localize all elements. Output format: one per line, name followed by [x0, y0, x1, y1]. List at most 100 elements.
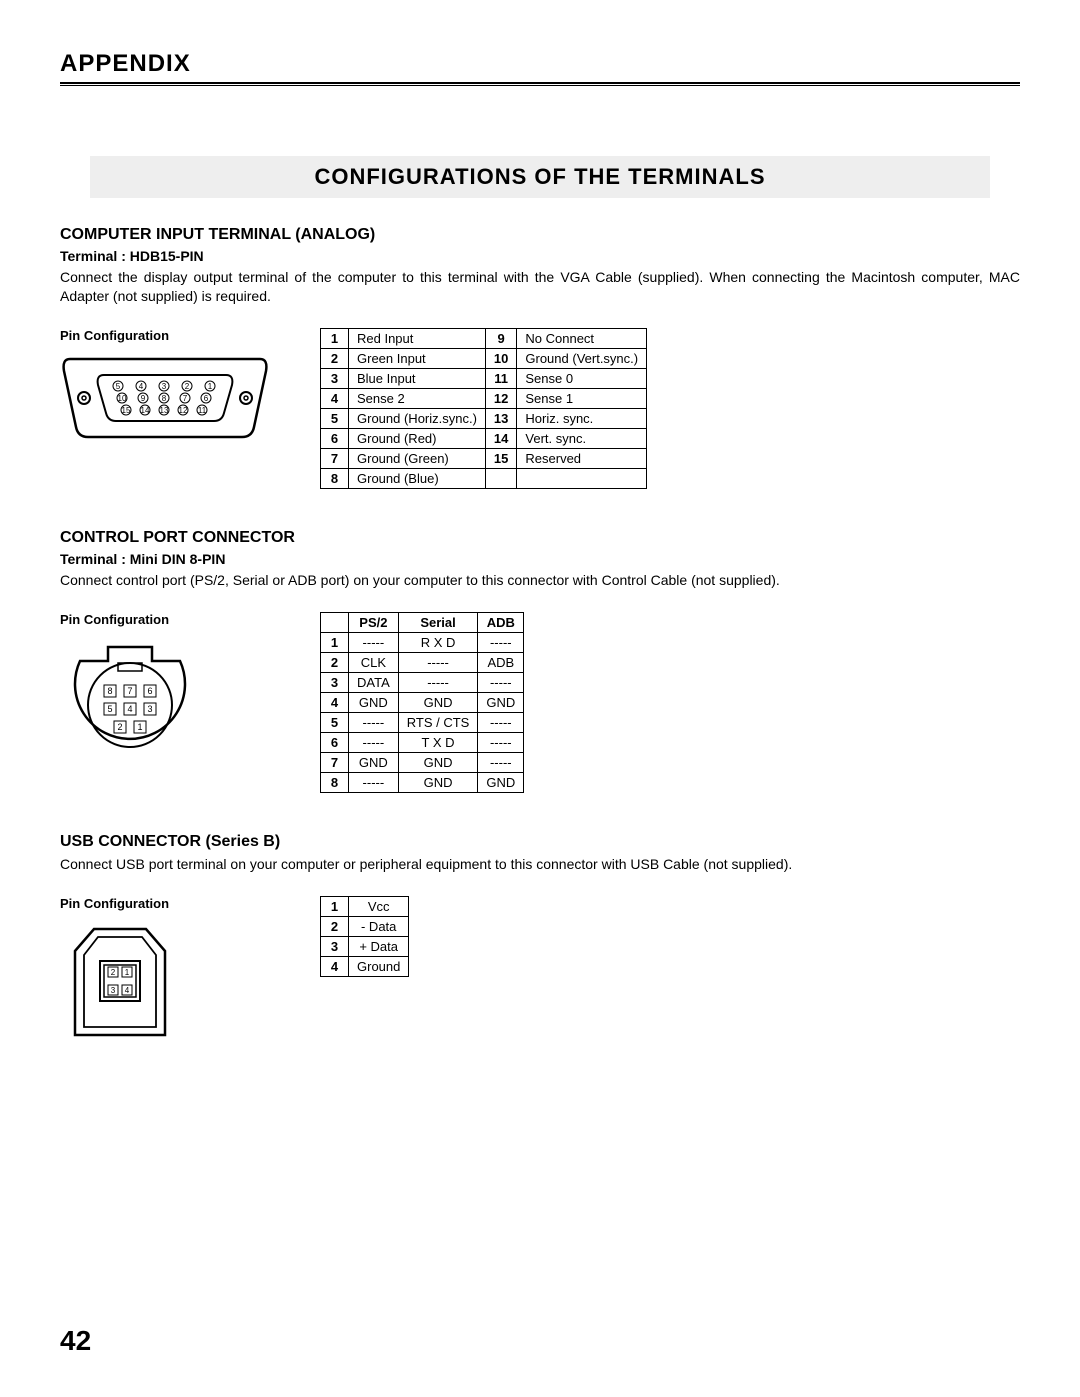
s1-pinlabel: Pin Configuration — [60, 328, 270, 343]
table-cell: 15 — [485, 448, 516, 468]
svg-text:4: 4 — [139, 382, 144, 391]
table-cell: Ground (Horiz.sync.) — [349, 408, 486, 428]
table-cell: GND — [398, 772, 478, 792]
table-header: PS/2 — [349, 612, 399, 632]
svg-text:3: 3 — [147, 704, 152, 714]
table-cell: 1 — [321, 328, 349, 348]
table-cell: Sense 0 — [517, 368, 647, 388]
table-cell: 3 — [321, 672, 349, 692]
s1-terminal: Terminal : HDB15-PIN — [60, 248, 1020, 264]
s1-diagram-col: Pin Configuration 5 4 3 2 1 10 9 8 7 6 1… — [60, 328, 270, 447]
svg-text:13: 13 — [160, 406, 169, 415]
svg-text:8: 8 — [162, 394, 167, 403]
table-cell: ----- — [478, 632, 524, 652]
table-cell: Vcc — [349, 896, 409, 916]
table-cell: 8 — [321, 468, 349, 488]
table-cell: R X D — [398, 632, 478, 652]
table-cell: Horiz. sync. — [517, 408, 647, 428]
s1-pin-table: 1Red Input9No Connect2Green Input10Groun… — [320, 328, 647, 489]
s2-config-row: Pin Configuration 8 7 6 5 4 3 2 1 PS/2Se… — [60, 612, 1020, 793]
table-cell: ----- — [349, 632, 399, 652]
section-title: CONFIGURATIONS OF THE TERMINALS — [90, 156, 990, 198]
table-cell: T X D — [398, 732, 478, 752]
table-cell — [517, 468, 647, 488]
s3-pinlabel: Pin Configuration — [60, 896, 270, 911]
table-cell: ----- — [478, 732, 524, 752]
table-cell: 6 — [321, 428, 349, 448]
table-cell: No Connect — [517, 328, 647, 348]
table-cell: 10 — [485, 348, 516, 368]
table-cell: Blue Input — [349, 368, 486, 388]
s2-desc: Connect control port (PS/2, Serial or AD… — [60, 571, 1020, 590]
svg-text:3: 3 — [111, 986, 116, 995]
table-cell: 7 — [321, 752, 349, 772]
svg-text:6: 6 — [204, 394, 209, 403]
table-cell: CLK — [349, 652, 399, 672]
table-cell: GND — [398, 752, 478, 772]
s2-terminal: Terminal : Mini DIN 8-PIN — [60, 551, 1020, 567]
svg-text:5: 5 — [107, 704, 112, 714]
table-cell: Ground (Green) — [349, 448, 486, 468]
table-cell: GND — [349, 752, 399, 772]
svg-text:2: 2 — [185, 382, 190, 391]
svg-text:7: 7 — [183, 394, 188, 403]
table-cell: GND — [478, 692, 524, 712]
table-cell: 5 — [321, 408, 349, 428]
table-cell: 13 — [485, 408, 516, 428]
table-cell: ----- — [349, 732, 399, 752]
svg-text:2: 2 — [117, 722, 122, 732]
svg-text:1: 1 — [137, 722, 142, 732]
table-cell: Reserved — [517, 448, 647, 468]
s1-heading: COMPUTER INPUT TERMINAL (ANALOG) — [60, 226, 1020, 244]
s1-config-row: Pin Configuration 5 4 3 2 1 10 9 8 7 6 1… — [60, 328, 1020, 489]
svg-text:2: 2 — [111, 968, 116, 977]
table-cell: - Data — [349, 916, 409, 936]
svg-text:15: 15 — [122, 406, 131, 415]
svg-text:1: 1 — [208, 382, 213, 391]
s1-desc: Connect the display output terminal of t… — [60, 268, 1020, 306]
page-number: 42 — [60, 1325, 91, 1357]
svg-text:8: 8 — [107, 686, 112, 696]
svg-text:9: 9 — [141, 394, 146, 403]
table-cell: 4 — [321, 692, 349, 712]
svg-text:12: 12 — [179, 406, 188, 415]
table-header: Serial — [398, 612, 478, 632]
table-cell: 7 — [321, 448, 349, 468]
s3-pin-table: 1Vcc2- Data3+ Data4Ground — [320, 896, 409, 977]
minidin8-diagram-icon: 8 7 6 5 4 3 2 1 — [60, 633, 200, 773]
table-cell: Sense 1 — [517, 388, 647, 408]
table-cell: Ground (Vert.sync.) — [517, 348, 647, 368]
svg-text:10: 10 — [118, 394, 127, 403]
svg-text:1: 1 — [125, 968, 130, 977]
table-cell: 14 — [485, 428, 516, 448]
page-header: APPENDIX — [60, 50, 1020, 86]
table-cell: 2 — [321, 348, 349, 368]
table-cell: ----- — [478, 752, 524, 772]
table-cell: ----- — [478, 712, 524, 732]
svg-text:11: 11 — [198, 406, 207, 415]
table-cell: Ground — [349, 956, 409, 976]
table-cell: Red Input — [349, 328, 486, 348]
table-cell: RTS / CTS — [398, 712, 478, 732]
table-cell: DATA — [349, 672, 399, 692]
svg-text:4: 4 — [127, 704, 132, 714]
table-cell: Vert. sync. — [517, 428, 647, 448]
table-cell: ----- — [398, 672, 478, 692]
table-cell: ----- — [398, 652, 478, 672]
svg-text:3: 3 — [162, 382, 167, 391]
table-cell: Ground (Red) — [349, 428, 486, 448]
table-cell: 3 — [321, 368, 349, 388]
usb-b-diagram-icon: 2 1 3 4 — [60, 917, 180, 1047]
s3-config-row: Pin Configuration 2 1 3 4 1Vcc2- Data3+ … — [60, 896, 1020, 1050]
table-cell: ADB — [478, 652, 524, 672]
table-cell: 9 — [485, 328, 516, 348]
table-cell: ----- — [349, 712, 399, 732]
table-cell: 11 — [485, 368, 516, 388]
table-cell — [485, 468, 516, 488]
svg-text:4: 4 — [125, 986, 130, 995]
s3-desc: Connect USB port terminal on your comput… — [60, 855, 1020, 874]
table-cell: 12 — [485, 388, 516, 408]
svg-text:6: 6 — [147, 686, 152, 696]
table-cell: 1 — [321, 896, 349, 916]
s2-heading: CONTROL PORT CONNECTOR — [60, 529, 1020, 547]
